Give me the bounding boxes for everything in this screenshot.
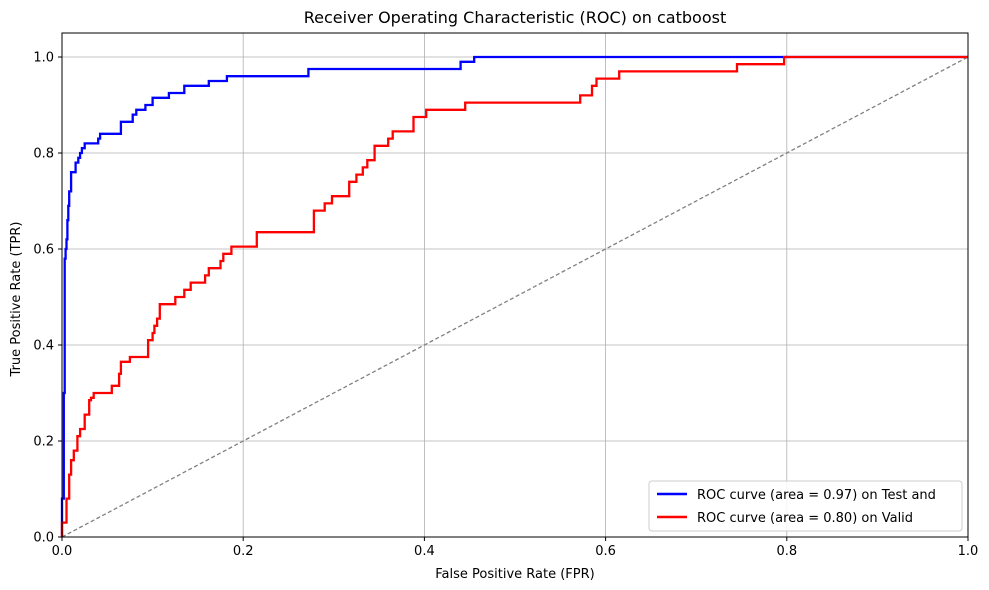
y-axis-label: True Positive Rate (TPR) <box>9 222 24 378</box>
legend-label-valid: ROC curve (area = 0.80) on Valid <box>697 511 913 526</box>
legend-label-test: ROC curve (area = 0.97) on Test and <box>697 488 936 503</box>
legend-box <box>648 480 963 532</box>
x-tick-label: 0.2 <box>233 544 254 559</box>
x-axis-label: False Positive Rate (FPR) <box>435 567 594 582</box>
chart-title: Receiver Operating Characteristic (ROC) … <box>304 8 726 27</box>
y-tick-label: 0.2 <box>33 435 54 450</box>
x-tick-label: 0.0 <box>52 544 73 559</box>
roc-curve-valid <box>60 55 968 537</box>
x-tick-label: 0.8 <box>776 544 797 559</box>
x-tick-label: 0.4 <box>414 544 435 559</box>
plot-frame <box>61 32 969 538</box>
y-tick-label: 1.0 <box>33 51 54 66</box>
y-tick-label: 0.4 <box>33 339 54 354</box>
y-tick-label: 0.0 <box>33 531 54 546</box>
roc-curve-test <box>60 55 968 537</box>
series-layer <box>60 55 969 538</box>
y-tick-label: 0.8 <box>33 147 54 162</box>
axis-ticks: 0.0 0.2 0.4 0.6 0.8 1.0 0.0 0.2 0.4 0.6 0.8 1.0 <box>33 51 978 560</box>
chance-diagonal <box>61 56 969 538</box>
legend: ROC curve (area = 0.97) on Test and ROC … <box>648 480 963 532</box>
y-tick-label: 0.6 <box>33 243 54 258</box>
x-tick-label: 0.6 <box>595 544 616 559</box>
x-tick-label: 1.0 <box>958 544 979 559</box>
